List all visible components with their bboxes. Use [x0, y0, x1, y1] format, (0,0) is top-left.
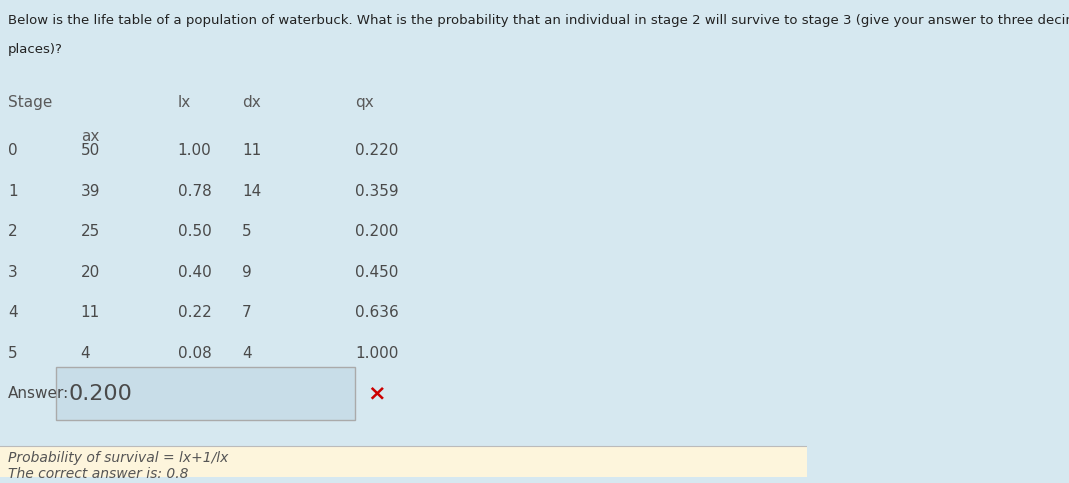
- Text: 0.08: 0.08: [177, 346, 212, 361]
- Text: lx: lx: [177, 96, 190, 111]
- Text: 25: 25: [80, 224, 100, 239]
- Text: 0.220: 0.220: [355, 143, 399, 158]
- Bar: [0, 446, 807, 477]
- Text: 1.00: 1.00: [177, 143, 212, 158]
- Text: 9: 9: [242, 265, 252, 280]
- Text: Stage: Stage: [9, 96, 52, 111]
- Bar: [57, 368, 355, 420]
- Text: qx: qx: [355, 96, 374, 111]
- Text: places)?: places)?: [9, 43, 63, 56]
- Text: 50: 50: [80, 143, 100, 158]
- Text: ×: ×: [368, 384, 386, 404]
- Text: The correct answer is: 0.8: The correct answer is: 0.8: [9, 467, 188, 481]
- Text: 4: 4: [242, 346, 251, 361]
- Text: 4: 4: [80, 346, 91, 361]
- Text: 4: 4: [9, 305, 18, 320]
- Text: Below is the life table of a population of waterbuck. What is the probability th: Below is the life table of a population …: [9, 14, 1069, 28]
- Text: 0.40: 0.40: [177, 265, 212, 280]
- Text: Answer:: Answer:: [9, 386, 69, 401]
- Text: 14: 14: [242, 184, 261, 199]
- Text: 7: 7: [242, 305, 251, 320]
- Text: 0.200: 0.200: [355, 224, 399, 239]
- Text: 20: 20: [80, 265, 100, 280]
- Text: 39: 39: [80, 184, 100, 199]
- Text: 3: 3: [9, 265, 18, 280]
- Text: 0.359: 0.359: [355, 184, 399, 199]
- Text: 11: 11: [242, 143, 261, 158]
- Text: 0.50: 0.50: [177, 224, 212, 239]
- Text: 0: 0: [9, 143, 18, 158]
- Text: 5: 5: [9, 346, 18, 361]
- Text: 5: 5: [242, 224, 251, 239]
- Text: 2: 2: [9, 224, 18, 239]
- Text: 0.22: 0.22: [177, 305, 212, 320]
- Text: 0.200: 0.200: [68, 384, 133, 404]
- Text: 11: 11: [80, 305, 100, 320]
- Text: dx: dx: [242, 96, 261, 111]
- Text: 0.450: 0.450: [355, 265, 399, 280]
- Text: 1: 1: [9, 184, 18, 199]
- Text: Probability of survival = lx+1/lx: Probability of survival = lx+1/lx: [9, 451, 229, 465]
- Text: ax: ax: [80, 129, 99, 144]
- Text: 0.78: 0.78: [177, 184, 212, 199]
- Text: 1.000: 1.000: [355, 346, 399, 361]
- Text: 0.636: 0.636: [355, 305, 399, 320]
